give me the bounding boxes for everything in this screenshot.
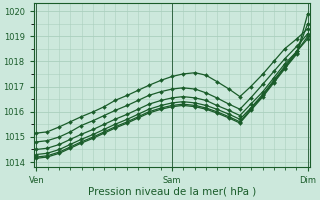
X-axis label: Pression niveau de la mer( hPa ): Pression niveau de la mer( hPa ) (88, 187, 256, 197)
